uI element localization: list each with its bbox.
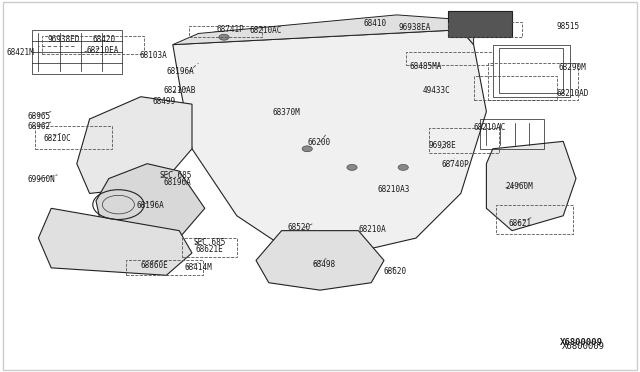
Bar <box>488 63 578 100</box>
Text: 68962: 68962 <box>28 122 51 131</box>
Bar <box>496 205 573 234</box>
Text: 68196A: 68196A <box>163 178 191 187</box>
Circle shape <box>219 34 229 40</box>
Bar <box>406 52 493 65</box>
Bar <box>182 238 237 257</box>
Bar <box>35 126 112 149</box>
Text: 68621: 68621 <box>509 219 532 228</box>
Text: 98515: 98515 <box>557 22 580 31</box>
Text: X6800009: X6800009 <box>562 342 605 351</box>
Text: X6800009: X6800009 <box>560 338 603 347</box>
Text: 68103A: 68103A <box>140 51 167 60</box>
Text: 69960N: 69960N <box>28 175 55 184</box>
Text: 96938ED: 96938ED <box>48 35 81 44</box>
Text: 68741P: 68741P <box>216 25 244 34</box>
Text: 68210A3: 68210A3 <box>378 185 410 194</box>
Text: 68410: 68410 <box>364 19 387 28</box>
Text: 68740P: 68740P <box>442 160 469 169</box>
Text: 24960M: 24960M <box>506 182 533 190</box>
Text: 68290M: 68290M <box>559 63 586 72</box>
Text: SEC.685: SEC.685 <box>160 171 193 180</box>
Text: 96938EA: 96938EA <box>399 23 431 32</box>
Bar <box>126 260 203 275</box>
Text: 68210EA: 68210EA <box>86 46 119 55</box>
Polygon shape <box>173 30 486 253</box>
Polygon shape <box>256 231 384 290</box>
Bar <box>474 76 557 100</box>
Bar <box>493 45 570 97</box>
Text: 68210AB: 68210AB <box>163 86 196 95</box>
Circle shape <box>398 164 408 170</box>
Bar <box>499 48 563 93</box>
Circle shape <box>347 164 357 170</box>
Polygon shape <box>38 208 192 275</box>
Text: 68370M: 68370M <box>273 108 300 117</box>
Bar <box>448 11 512 37</box>
Bar <box>448 22 522 37</box>
Text: 68860E: 68860E <box>141 262 168 270</box>
Text: 68520: 68520 <box>288 223 311 232</box>
Text: 68621E: 68621E <box>195 246 223 254</box>
Text: SEC.685: SEC.685 <box>193 238 226 247</box>
Circle shape <box>302 146 312 152</box>
Text: 68210A: 68210A <box>358 225 386 234</box>
Polygon shape <box>96 164 205 246</box>
Polygon shape <box>486 141 576 231</box>
Text: 68210AD: 68210AD <box>557 89 589 97</box>
Text: 68210C: 68210C <box>44 134 71 143</box>
Bar <box>429 128 499 153</box>
Text: 68485MA: 68485MA <box>410 62 442 71</box>
Polygon shape <box>173 15 474 45</box>
Text: 68414M: 68414M <box>184 263 212 272</box>
Bar <box>480 119 544 149</box>
Text: 68420: 68420 <box>93 35 116 44</box>
Text: 68499: 68499 <box>152 97 175 106</box>
Text: 68210AC: 68210AC <box>250 26 282 35</box>
Text: 49433C: 49433C <box>422 86 450 94</box>
Bar <box>448 11 512 37</box>
Text: 68965: 68965 <box>28 112 51 121</box>
Bar <box>42 36 144 54</box>
Text: 68210AC: 68210AC <box>474 123 506 132</box>
Text: 66200: 66200 <box>307 138 330 147</box>
Text: 68498: 68498 <box>312 260 335 269</box>
Text: 68196A: 68196A <box>166 67 194 76</box>
Text: 68620: 68620 <box>384 267 407 276</box>
Text: 68421M: 68421M <box>6 48 34 57</box>
Bar <box>189 26 262 37</box>
Bar <box>32 30 122 74</box>
Polygon shape <box>77 97 192 193</box>
Text: 68196A: 68196A <box>136 201 164 210</box>
Text: 96938E: 96938E <box>429 141 456 150</box>
